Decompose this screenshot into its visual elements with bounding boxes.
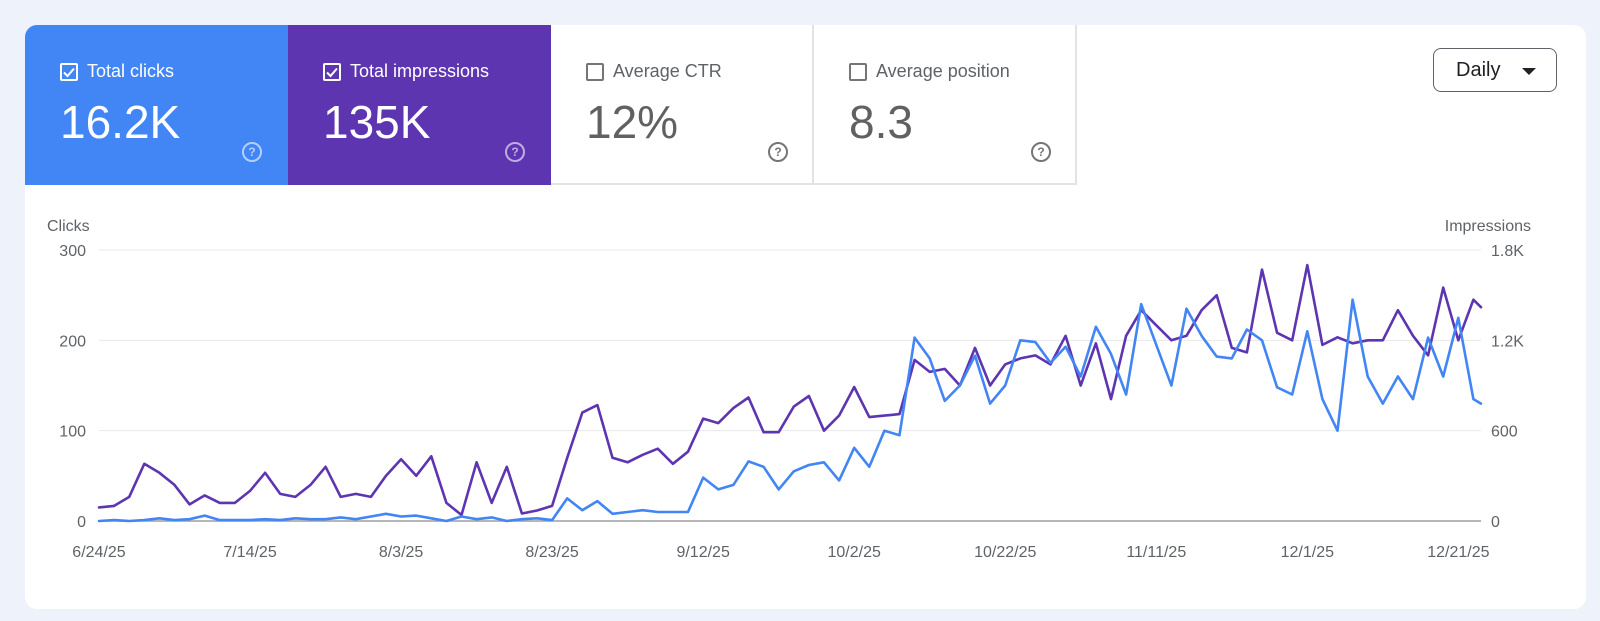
performance-chart: Clicks Impressions 0 100 200 300 0 600 1.2K 1.… xyxy=(47,218,1531,561)
y-left-tick-label: 300 xyxy=(59,243,86,260)
y-left-tick-label: 200 xyxy=(59,333,86,350)
y-right-tick-label: 1.8K xyxy=(1491,243,1524,260)
x-tick-label: 10/22/25 xyxy=(974,544,1036,561)
y-right-tick-label: 600 xyxy=(1491,424,1518,441)
average-position-label: Average position xyxy=(876,61,1010,81)
metric-tabs: Total clicks 16.2K ? Total impressions 1… xyxy=(25,25,1077,185)
performance-card: Clicks Impressions 0 100 200 300 0 600 1.2K 1.… xyxy=(25,25,1586,609)
y-left-tick-label: 100 xyxy=(59,424,86,441)
checkbox-unchecked-icon[interactable] xyxy=(849,62,867,81)
average-ctr-label: Average CTR xyxy=(613,61,722,81)
x-tick-label: 7/14/25 xyxy=(223,544,276,561)
x-tick-label: 11/11/25 xyxy=(1126,544,1186,561)
average-position-tab[interactable]: Average position 8.3 ? xyxy=(814,25,1077,185)
average-position-header: Average position xyxy=(849,61,1010,82)
checkbox-checked-icon[interactable] xyxy=(60,62,78,81)
x-tick-label: 6/24/25 xyxy=(72,544,125,561)
granularity-dropdown[interactable]: Daily xyxy=(1433,48,1557,92)
x-tick-label: 10/2/25 xyxy=(827,544,880,561)
y-left-tick-label: 0 xyxy=(77,514,86,531)
average-ctr-value: 12% xyxy=(586,96,679,148)
average-position-value: 8.3 xyxy=(849,96,913,148)
x-axis-ticks: 6/24/25 7/14/25 8/3/25 8/23/25 9/12/25 10/2/2… xyxy=(72,544,1489,561)
total-clicks-tab[interactable]: Total clicks 16.2K ? xyxy=(25,25,288,185)
y-axis-left-title: Clicks xyxy=(47,218,90,235)
x-tick-label: 12/21/25 xyxy=(1427,544,1489,561)
x-tick-label: 8/3/25 xyxy=(379,544,424,561)
total-impressions-label: Total impressions xyxy=(350,61,490,81)
chart-series xyxy=(97,263,1483,523)
total-clicks-value: 16.2K xyxy=(60,96,181,148)
average-ctr-header: Average CTR xyxy=(586,61,722,82)
checkbox-checked-icon[interactable] xyxy=(323,62,341,81)
checkmark-icon xyxy=(63,67,75,77)
total-impressions-tab[interactable]: Total impressions 135K ? xyxy=(288,25,551,185)
y-right-tick-label: 0 xyxy=(1491,514,1500,531)
y-right-tick-label: 1.2K xyxy=(1491,333,1524,350)
checkbox-unchecked-icon[interactable] xyxy=(586,62,604,81)
total-impressions-value: 135K xyxy=(323,96,431,148)
y-axis-right-ticks: 0 600 1.2K 1.8K xyxy=(1491,243,1524,531)
series-line-impressions xyxy=(97,263,1483,517)
average-ctr-tab[interactable]: Average CTR 12% ? xyxy=(551,25,814,185)
help-icon[interactable]: ? xyxy=(1031,142,1051,162)
total-clicks-label: Total clicks xyxy=(87,61,175,81)
help-icon[interactable]: ? xyxy=(505,142,525,162)
x-tick-label: 8/23/25 xyxy=(525,544,578,561)
caret-down-icon xyxy=(1522,68,1536,75)
x-tick-label: 9/12/25 xyxy=(676,544,729,561)
total-clicks-header: Total clicks xyxy=(60,61,174,82)
total-impressions-header: Total impressions xyxy=(323,61,489,82)
series-line-clicks xyxy=(97,298,1483,523)
granularity-selected-value: Daily xyxy=(1456,58,1501,81)
help-icon[interactable]: ? xyxy=(242,142,262,162)
y-axis-right-title: Impressions xyxy=(1445,218,1531,235)
y-axis-left-ticks: 0 100 200 300 xyxy=(59,243,86,531)
chart-gridlines xyxy=(99,249,1481,522)
x-tick-label: 12/1/25 xyxy=(1281,544,1334,561)
checkmark-icon xyxy=(326,67,338,77)
help-icon[interactable]: ? xyxy=(768,142,788,162)
